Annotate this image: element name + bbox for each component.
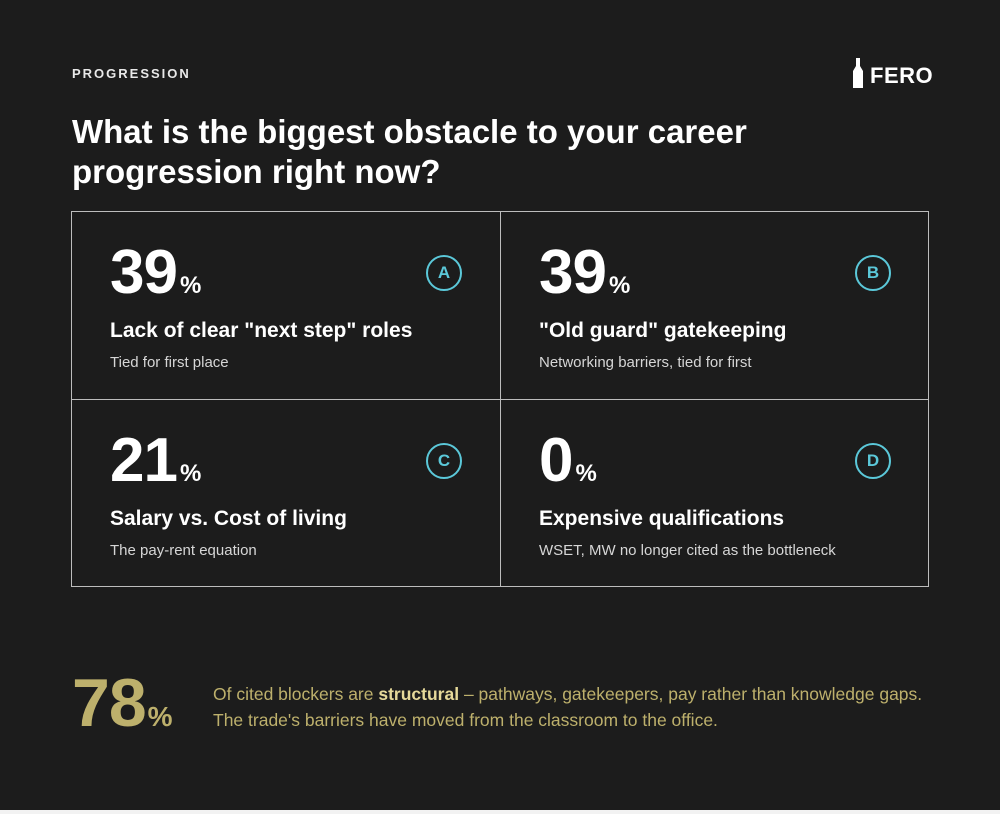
stat-note: The pay-rent equation bbox=[110, 542, 257, 559]
stat-grid: 39 % A Lack of clear "next step" roles T… bbox=[71, 211, 929, 587]
summary-value: 78 bbox=[72, 665, 147, 741]
grid-divider-horizontal bbox=[72, 399, 928, 400]
summary-stat: 78 % bbox=[72, 668, 173, 738]
summary-text-emphasis: structural bbox=[378, 684, 460, 704]
option-badge-d: D bbox=[855, 443, 891, 479]
summary-text-before: Of cited blockers are bbox=[213, 684, 379, 704]
section-label: PROGRESSION bbox=[72, 66, 191, 81]
stat-unit: % bbox=[179, 272, 202, 299]
footer-divider bbox=[0, 810, 1000, 814]
option-badge-a: A bbox=[426, 255, 462, 291]
stat-note: Networking barriers, tied for first bbox=[539, 354, 752, 371]
stat-label: Expensive qualifications bbox=[539, 507, 785, 530]
stat-label: Lack of clear "next step" roles bbox=[110, 319, 413, 342]
summary-text: Of cited blockers are structural – pathw… bbox=[213, 681, 953, 733]
brand-name: FERO bbox=[870, 62, 934, 88]
stat-value: 21 bbox=[110, 426, 178, 495]
stat-card-d: 0 % D Expensive qualifications WSET, MW … bbox=[501, 400, 929, 587]
stat-label: Salary vs. Cost of living bbox=[110, 507, 347, 530]
brand-logo: FERO bbox=[852, 58, 933, 93]
option-badge-c: C bbox=[426, 443, 462, 479]
stat-note: WSET, MW no longer cited as the bottlene… bbox=[539, 542, 836, 559]
stat-unit: % bbox=[179, 460, 202, 487]
stat-unit: % bbox=[575, 460, 597, 487]
summary-text-after: – pathways, gatekeepers, pay rather than… bbox=[213, 684, 923, 730]
stat-label: "Old guard" gatekeeping bbox=[539, 319, 787, 342]
stat-note: Tied for first place bbox=[110, 354, 229, 371]
stat-value: 0 bbox=[539, 426, 573, 495]
stat-card-b: 39 % B "Old guard" gatekeeping Networkin… bbox=[501, 212, 929, 399]
stat-value: 39 bbox=[110, 238, 178, 307]
option-badge-b: B bbox=[855, 255, 891, 291]
stat-card-c: 21 % C Salary vs. Cost of living The pay… bbox=[72, 400, 500, 587]
bottle-icon bbox=[852, 58, 864, 93]
page-title: What is the biggest obstacle to your car… bbox=[72, 113, 747, 190]
stat-value: 39 bbox=[539, 238, 607, 307]
summary-unit: % bbox=[147, 701, 173, 732]
stat-unit: % bbox=[608, 272, 631, 299]
stat-card-a: 39 % A Lack of clear "next step" roles T… bbox=[72, 212, 500, 399]
